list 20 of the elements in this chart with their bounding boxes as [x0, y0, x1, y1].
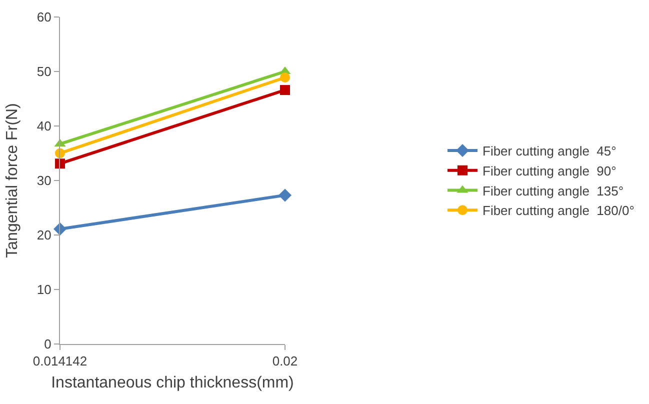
x-axis-title: Instantaneous chip thickness(mm): [51, 374, 294, 392]
y-tick-label: 20: [36, 228, 52, 243]
y-axis-title: Tangential force Fr(N): [4, 103, 21, 258]
y-tick-label: 0: [44, 336, 52, 352]
y-tick-label: 40: [36, 118, 52, 134]
point: [280, 85, 290, 96]
legend-label: Fiber cutting angle 180/0°: [482, 203, 634, 218]
y-tick-label: 60: [36, 10, 52, 25]
y-tick-label: 30: [36, 173, 52, 188]
y-tick-label: 50: [36, 64, 52, 80]
x-tick-label: 0.014142: [32, 354, 88, 369]
point: [280, 72, 290, 82]
point: [54, 222, 66, 236]
y-tick-label: 10: [36, 282, 52, 298]
legend-label: Fiber cutting angle 135°: [482, 183, 624, 198]
point: [55, 158, 65, 169]
legend-label: Fiber cutting angle 90°: [482, 163, 616, 178]
legend-label: Fiber cutting angle 45°: [482, 144, 616, 159]
x-tick-label: 0.02: [272, 354, 298, 369]
point: [278, 188, 292, 202]
